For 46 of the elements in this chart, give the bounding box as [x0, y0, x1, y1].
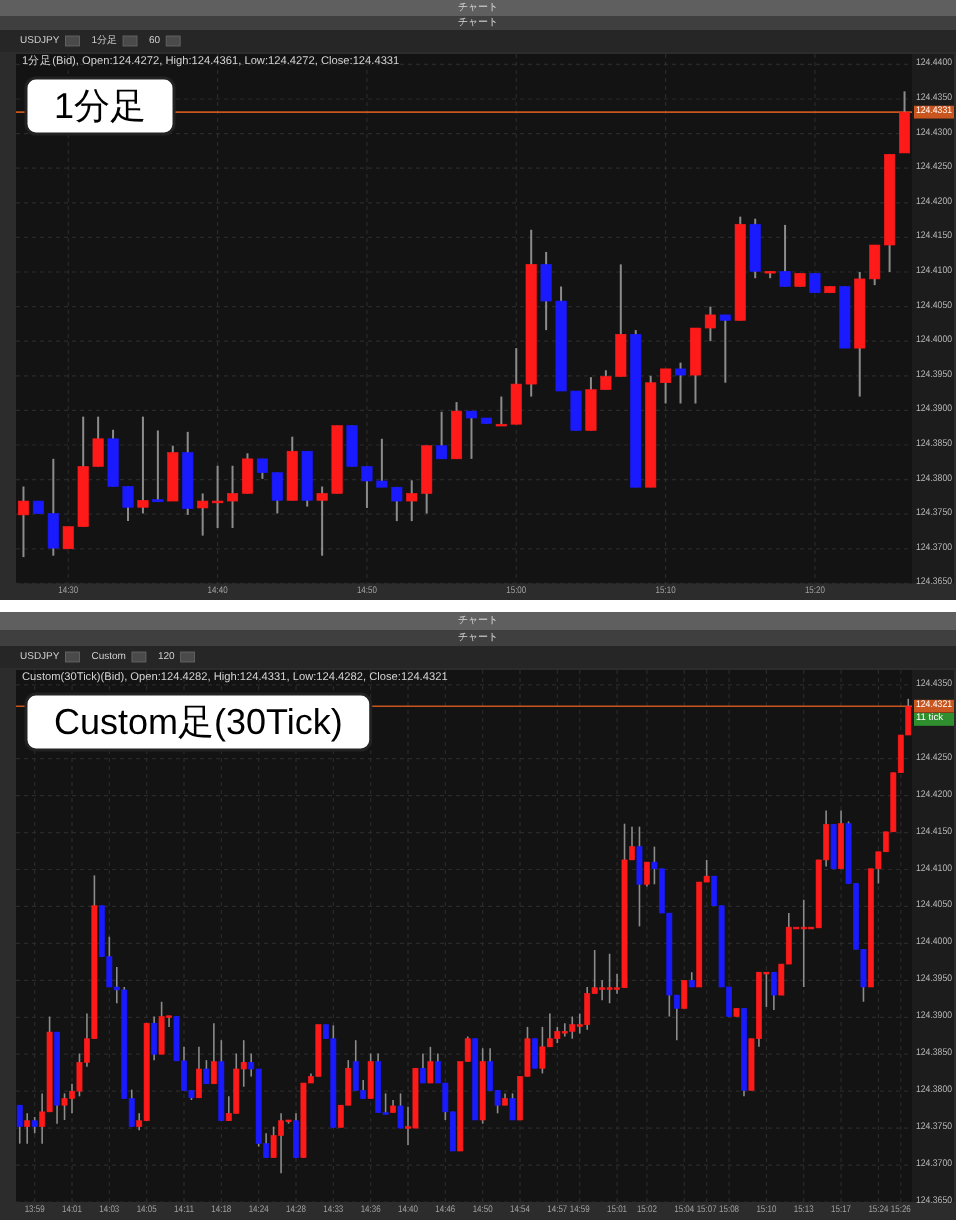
candlestick — [704, 305, 716, 343]
candlestick — [227, 464, 239, 530]
candlestick — [151, 1015, 158, 1061]
candlestick — [749, 217, 761, 280]
candlestick — [427, 1046, 434, 1084]
candlestick — [210, 1022, 217, 1085]
candlestick — [203, 1059, 210, 1085]
candlestick — [689, 327, 701, 405]
candlestick — [436, 410, 448, 460]
candlestick — [561, 1022, 568, 1038]
candlestick — [606, 952, 613, 1005]
candlestick — [16, 1104, 23, 1145]
candlestick — [241, 452, 253, 495]
candlestick — [293, 1112, 299, 1159]
candlestick — [569, 1015, 576, 1040]
candlestick — [719, 313, 731, 384]
candlestick — [352, 1039, 359, 1092]
candlestick — [509, 1092, 516, 1121]
candlestick — [17, 485, 29, 559]
text: Custom足(30Tick) — [54, 702, 343, 742]
candlestick — [644, 861, 650, 888]
candlestick — [838, 809, 844, 870]
candlestick — [278, 1112, 284, 1174]
candlestick — [152, 429, 164, 503]
candlestick — [809, 272, 821, 294]
candlestick — [675, 361, 687, 405]
candlestick — [899, 90, 911, 154]
candlestick — [681, 979, 688, 1010]
candlestick — [584, 986, 591, 1031]
candlestick — [539, 1026, 546, 1075]
candlestick — [137, 415, 149, 515]
candlestick — [770, 971, 777, 1011]
candlestick — [61, 1092, 68, 1121]
candlestick — [367, 1052, 374, 1100]
candlestick — [800, 898, 807, 988]
candlestick — [420, 1052, 426, 1084]
candlestick — [465, 410, 477, 460]
candlestick — [636, 825, 643, 928]
text: 1分足 — [54, 86, 147, 126]
candlestick — [24, 1112, 31, 1145]
candlestick — [779, 223, 791, 288]
candlestick — [451, 401, 463, 460]
candlestick — [196, 1046, 202, 1099]
candlestick — [599, 979, 606, 1002]
candlestick — [532, 1037, 538, 1070]
candlestick — [158, 1000, 165, 1056]
